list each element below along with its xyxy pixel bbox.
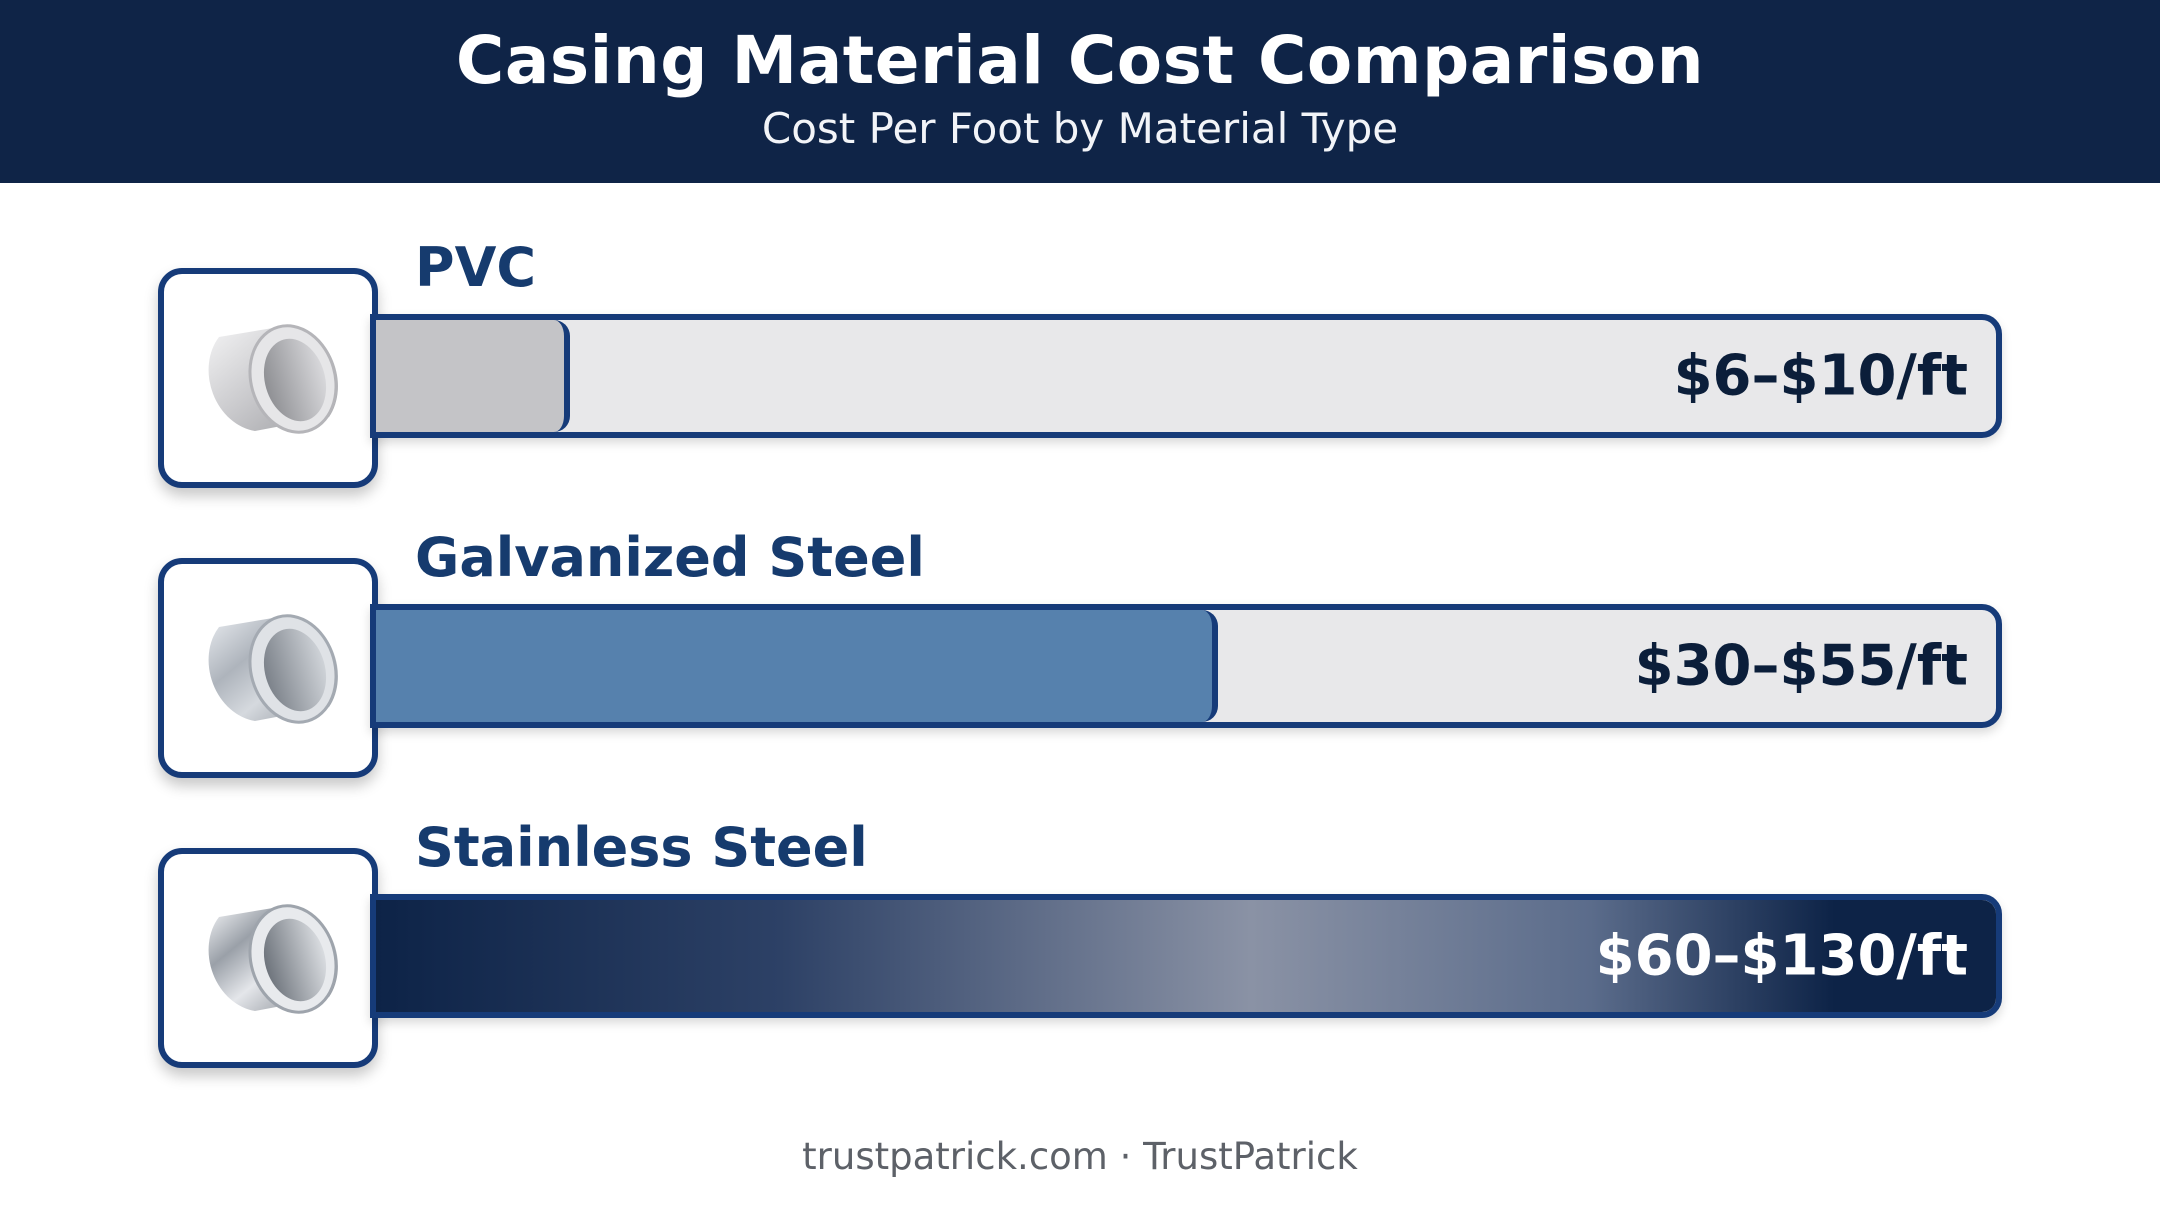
value-label: $6–$10/ft <box>1673 343 1968 409</box>
bar-track: $30–$55/ft <box>370 604 2002 728</box>
galvanized-pipe-icon <box>158 558 378 778</box>
chart-subtitle: Cost Per Foot by Material Type <box>761 104 1399 153</box>
stainless-pipe-icon <box>158 848 378 1068</box>
material-row-galvanized-steel: Galvanized Steel $30–$55/ft <box>0 526 2160 786</box>
pvc-pipe-icon <box>158 268 378 488</box>
material-label: PVC <box>415 236 536 299</box>
header-banner: Casing Material Cost Comparison Cost Per… <box>0 0 2160 183</box>
chart-title: Casing Material Cost Comparison <box>455 22 1705 99</box>
bar-track: $60–$130/ft <box>370 894 2002 1018</box>
bar-stainless-steel <box>376 900 1996 1012</box>
material-row-pvc: PVC $6–$10/ft <box>0 236 2160 496</box>
material-row-stainless-steel: Stainless Steel $60–$130/ft <box>0 816 2160 1076</box>
value-label: $30–$55/ft <box>1634 633 1968 699</box>
material-label: Galvanized Steel <box>415 526 925 589</box>
material-label: Stainless Steel <box>415 816 868 879</box>
bar-galvanized-steel <box>376 610 1219 722</box>
footer-attribution: trustpatrick.com · TrustPatrick <box>802 1135 1358 1178</box>
bar-track: $6–$10/ft <box>370 314 2002 438</box>
value-label: $60–$130/ft <box>1595 923 1968 989</box>
bar-pvc <box>376 320 571 432</box>
